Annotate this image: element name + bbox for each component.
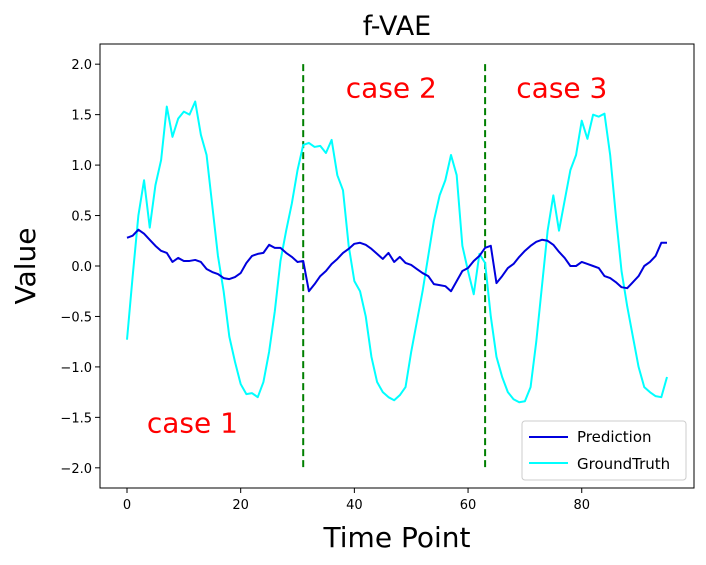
- chart-title: f-VAE: [363, 11, 431, 42]
- case-annotation: case 1: [147, 407, 238, 440]
- legend-label-prediction: Prediction: [577, 428, 652, 446]
- y-tick-label: 2.0: [71, 58, 92, 73]
- y-axis-label: Value: [9, 228, 42, 305]
- x-axis-label: Time Point: [323, 521, 471, 554]
- y-axis: −2.0 −1.5 −1.0 −0.5 0.0 0.5 1.0 1.5 2.0: [60, 58, 100, 477]
- legend-box: [521, 420, 687, 481]
- x-tick-label: 80: [573, 498, 590, 513]
- y-tick-label: 1.5: [71, 109, 92, 124]
- x-tick-label: 20: [232, 498, 249, 513]
- legend: Prediction GroundTruth: [521, 420, 687, 481]
- series-line-prediction: [126, 228, 667, 293]
- y-tick-label: −0.5: [60, 310, 92, 325]
- series-line-groundtruth: [126, 100, 668, 404]
- y-tick-label: 0.0: [71, 260, 92, 275]
- x-tick-label: 60: [460, 498, 477, 513]
- legend-label-groundtruth: GroundTruth: [577, 455, 670, 473]
- x-axis: 0 20 40 60 80: [123, 488, 590, 513]
- y-tick-label: 1.0: [71, 159, 92, 174]
- annotations: case 1 case 2 case 3: [147, 71, 608, 439]
- y-tick-label: 0.5: [71, 210, 92, 225]
- case-annotation: case 2: [346, 71, 437, 104]
- x-tick-label: 0: [123, 498, 131, 513]
- y-tick-label: −1.5: [60, 411, 92, 426]
- series-group: [126, 100, 668, 404]
- x-tick-label: 40: [346, 498, 363, 513]
- y-tick-label: −1.0: [60, 361, 92, 376]
- case-annotation: case 3: [516, 71, 607, 104]
- y-tick-label: −2.0: [60, 462, 92, 477]
